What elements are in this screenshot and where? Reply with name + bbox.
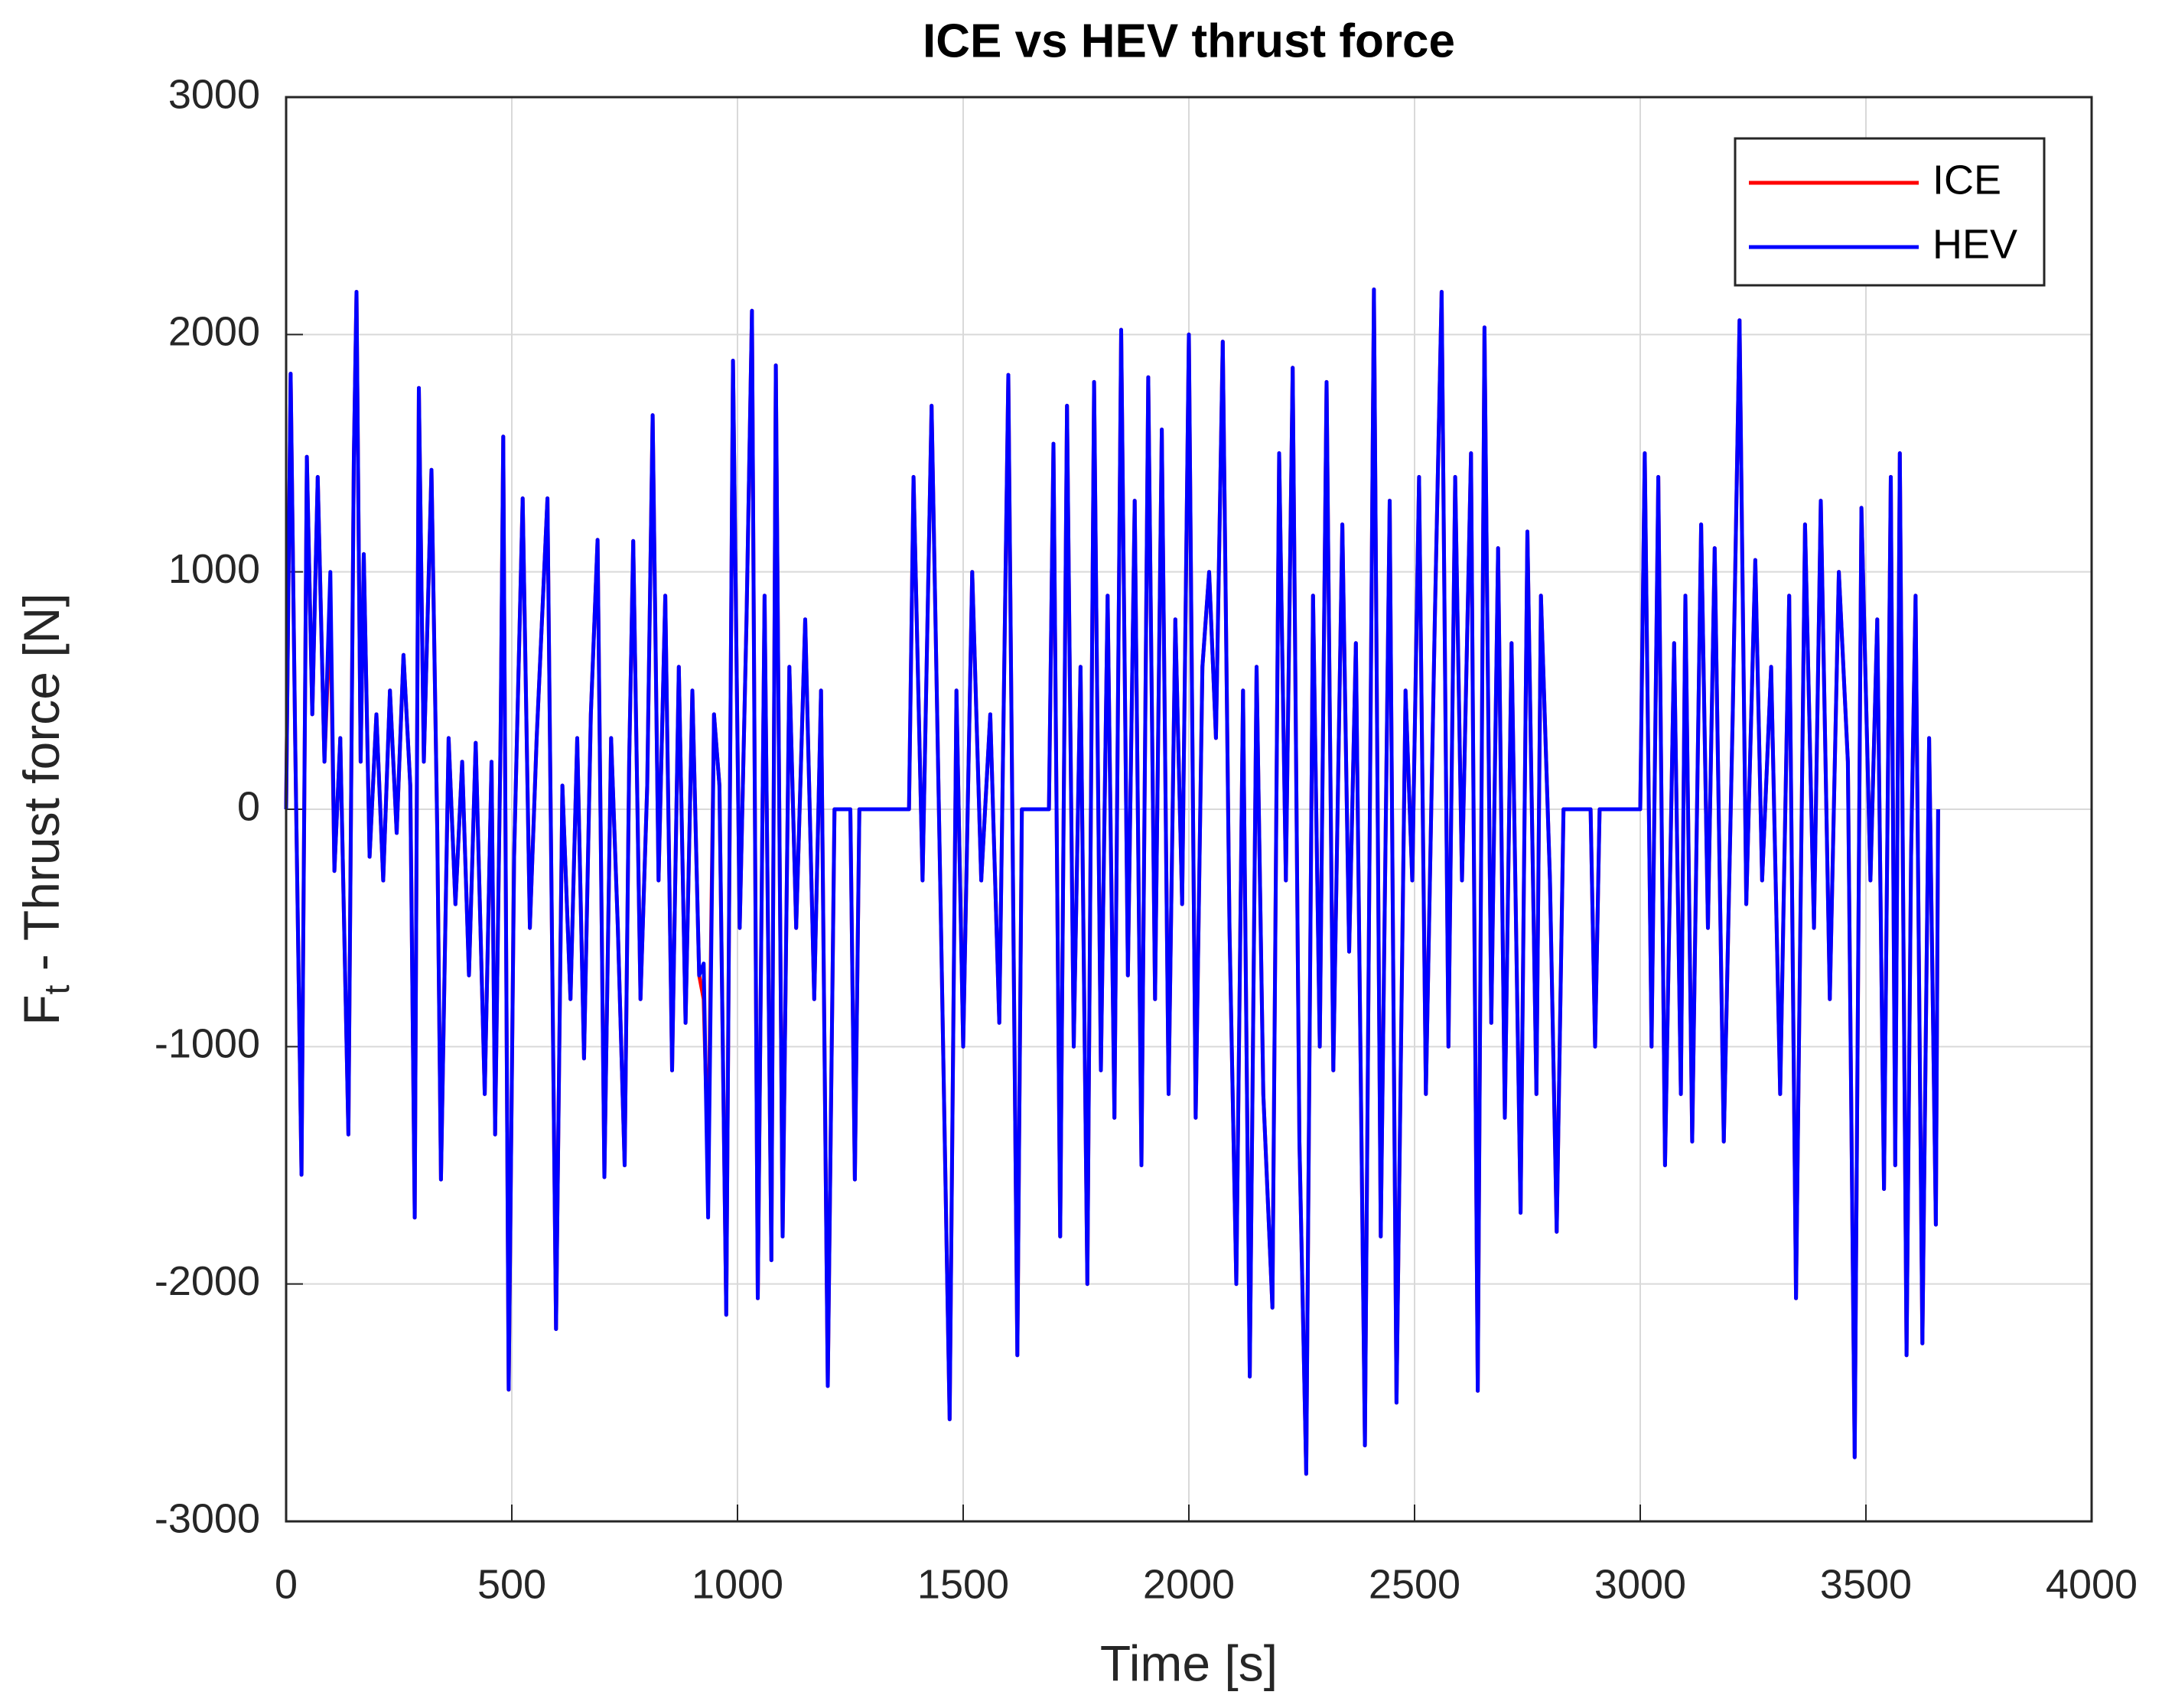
y-tick-label: -1000 xyxy=(155,1021,260,1067)
legend-label: ICE xyxy=(1932,157,2001,203)
legend: ICE HEV xyxy=(1734,137,2046,287)
series-line xyxy=(284,287,1940,1476)
y-axis-label: Ft - Thrust force [N] xyxy=(13,593,77,1025)
plot-frame xyxy=(285,96,2093,1523)
x-axis-label: Time [s] xyxy=(1100,1635,1278,1691)
x-tick-label: 0 xyxy=(275,1561,298,1607)
y-axis-label-sub: t xyxy=(37,984,77,994)
x-tick-label: 4000 xyxy=(2046,1561,2138,1607)
x-tick-label: 3000 xyxy=(1594,1561,1686,1607)
y-axis-label-main: F xyxy=(13,994,70,1025)
x-tick-label: 2000 xyxy=(1143,1561,1235,1607)
x-tick-label: 2500 xyxy=(1369,1561,1460,1607)
y-tick-label: 1000 xyxy=(168,546,260,592)
chart-title: ICE vs HEV thrust force xyxy=(923,15,1455,67)
y-tick-label: 0 xyxy=(237,783,260,829)
x-tick-label: 1500 xyxy=(917,1561,1009,1607)
y-tick-label: -2000 xyxy=(155,1258,260,1304)
y-axis-label-rest: - Thrust force [N] xyxy=(13,593,70,984)
x-tick-label: 1000 xyxy=(692,1561,783,1607)
x-tick-label: 3500 xyxy=(1820,1561,1912,1607)
y-tick-label: -3000 xyxy=(155,1495,260,1541)
y-tick-label: 2000 xyxy=(168,309,260,355)
legend-label: HEV xyxy=(1932,221,2017,267)
x-tick-label: 500 xyxy=(477,1561,546,1607)
y-tick-label: 3000 xyxy=(168,71,260,117)
legend-box xyxy=(1734,137,2046,287)
